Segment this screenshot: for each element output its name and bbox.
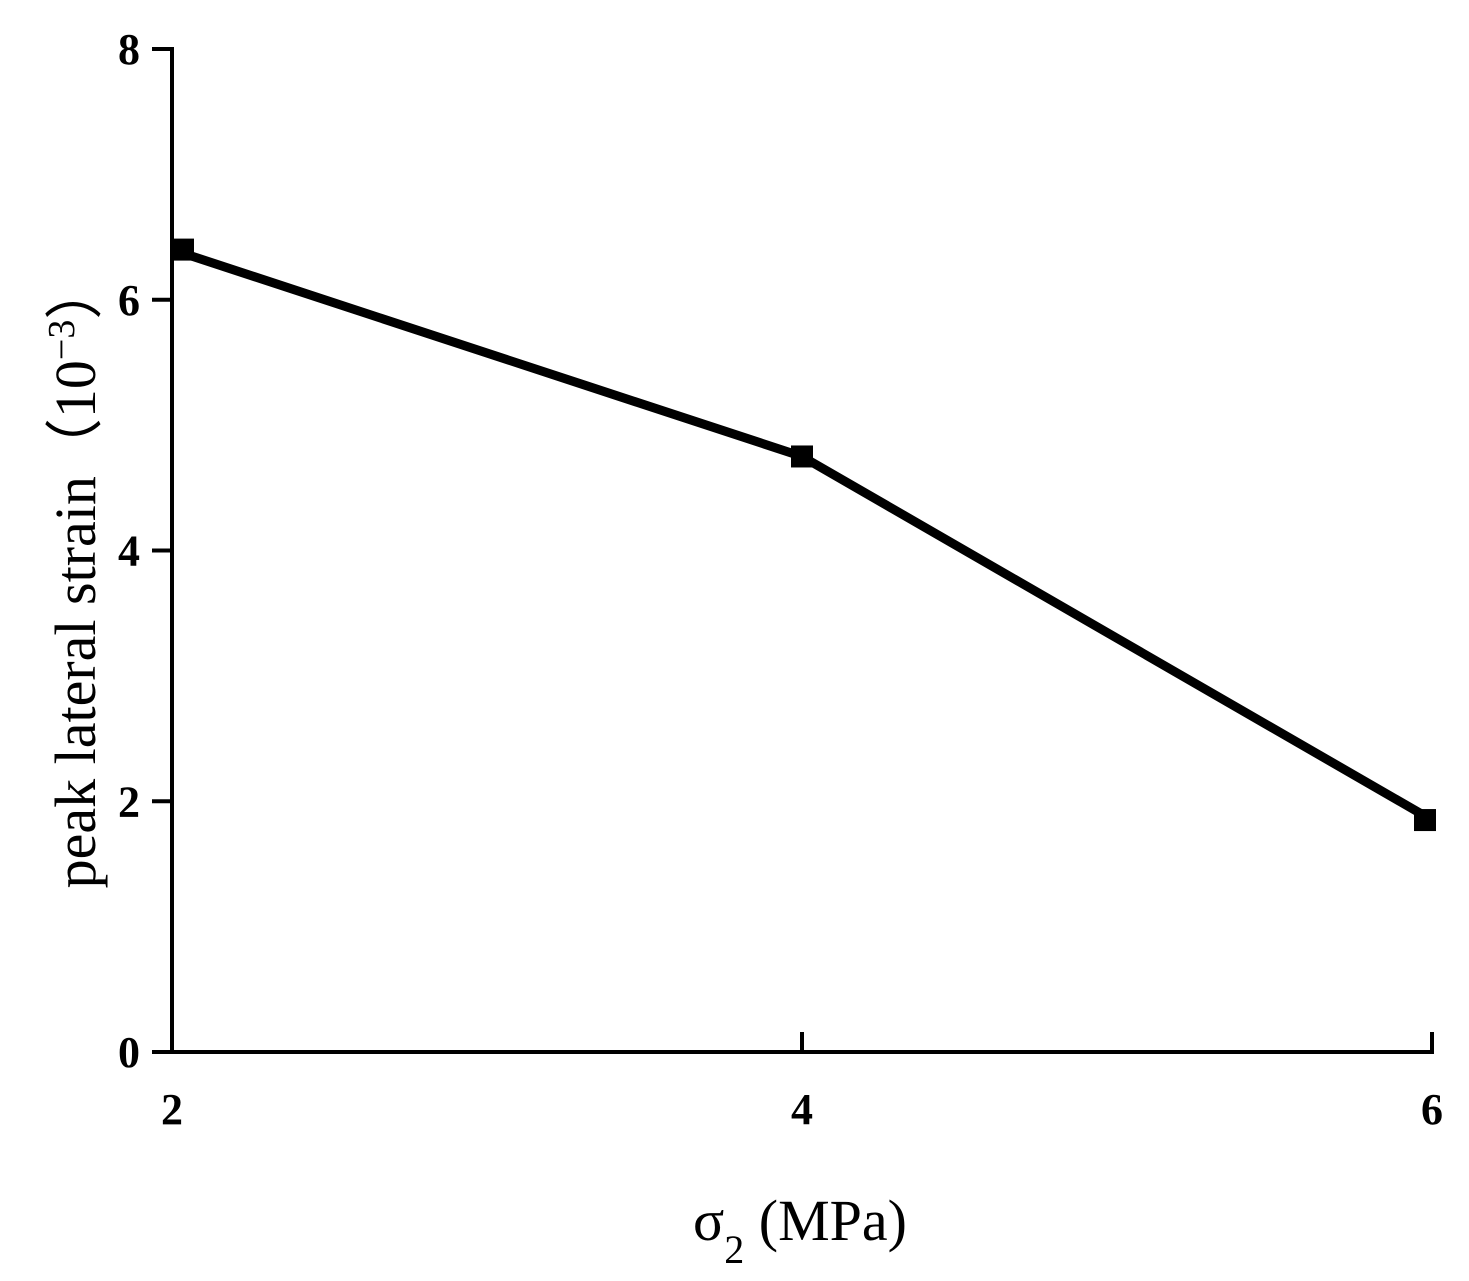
x-axis-title: σ2 (MPa) [693,1188,907,1272]
y-tick-label: 6 [118,276,140,325]
axes [170,47,1434,1054]
data-point-marker [791,445,813,468]
y-tick-label: 2 [118,777,140,826]
y-axis-title-main: peak lateral strain（10 [43,360,108,888]
y-tick-label: 8 [118,25,140,74]
series-line [170,245,1435,824]
x-tick-label: 2 [161,1085,183,1134]
y-axis-title: peak lateral strain（10−3） [41,262,108,889]
y-axis-title-superscript: −3 [41,320,83,360]
x-axis-title-subscript: 2 [724,1227,744,1272]
y-tick-label: 0 [118,1028,140,1077]
y-axis-title-rest: ） [43,262,108,320]
x-axis-title-rest: (MPa) [744,1188,907,1253]
data-point-marker [1414,809,1436,832]
series [170,238,1436,832]
data-point-marker [172,238,194,261]
y-tick-label: 4 [118,527,140,576]
x-tick-label: 4 [791,1085,813,1134]
ticks [152,47,1434,1054]
x-axis-title-main: σ [693,1188,724,1253]
x-tick-label: 6 [1421,1085,1443,1134]
